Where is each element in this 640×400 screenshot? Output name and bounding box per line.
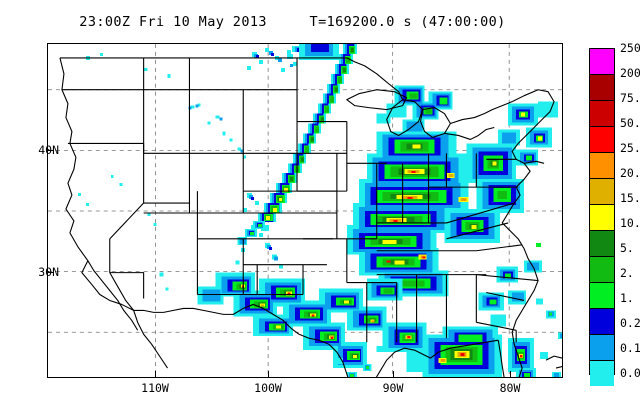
- y-axis-label-40n: 40N: [38, 143, 59, 157]
- x-tick: [155, 371, 156, 377]
- y-tick: [47, 150, 53, 151]
- colorbar-tick-label: 25.: [620, 141, 640, 155]
- colorbar-tick-label: 75.: [620, 91, 640, 105]
- colorbar-tick-label: 200.: [620, 66, 640, 80]
- map-graphics: [48, 44, 562, 377]
- colorbar-segment-250: [590, 49, 614, 75]
- colorbar-segment-010: [590, 361, 614, 386]
- y-axis-label-30n: 30N: [38, 265, 59, 279]
- x-tick: [268, 371, 269, 377]
- colorbar: [589, 48, 615, 386]
- y-tick: [47, 272, 53, 273]
- x-axis-label-100w: 100W: [254, 381, 282, 395]
- colorbar-tick-label: 20.: [620, 166, 640, 180]
- colorbar-segment-15: [590, 205, 614, 231]
- colorbar-tick-label: 0.25: [620, 316, 640, 330]
- colorbar-segment-10: [590, 231, 614, 257]
- colorbar-tick-label: 1.: [620, 291, 634, 305]
- colorbar-tick-label: 0.10: [620, 341, 640, 355]
- colorbar-segment-2: [590, 283, 614, 309]
- colorbar-tick-label: 10.: [620, 216, 640, 230]
- precipitation-field: [77, 44, 562, 377]
- x-axis-label-80w: 80W: [499, 381, 521, 395]
- map-boundaries: [59, 57, 562, 377]
- colorbar-tick-label: 15.: [620, 191, 640, 205]
- colorbar-segment-1: [590, 309, 614, 335]
- colorbar-tick-label: 250.: [620, 41, 640, 55]
- x-tick: [393, 371, 394, 377]
- colorbar-segment-50: [590, 127, 614, 153]
- x-axis-label-90w: 90W: [382, 381, 404, 395]
- figure-title: 23:00Z Fri 10 May 2013 T=169200.0 s (47:…: [79, 14, 506, 30]
- x-tick: [510, 371, 511, 377]
- colorbar-segment-20: [590, 179, 614, 205]
- colorbar-tick-label: 5.: [620, 241, 634, 255]
- colorbar-segment-75: [590, 101, 614, 127]
- x-axis-label-110w: 110W: [141, 381, 169, 395]
- colorbar-segment-200: [590, 75, 614, 101]
- colorbar-tick-label: 0.01: [620, 366, 640, 380]
- map-plot-area: [47, 43, 563, 378]
- colorbar-segment-025: [590, 335, 614, 361]
- colorbar-segment-25: [590, 153, 614, 179]
- colorbar-tick-label: 2.: [620, 266, 634, 280]
- colorbar-segment-5: [590, 257, 614, 283]
- colorbar-tick-label: 50.: [620, 116, 640, 130]
